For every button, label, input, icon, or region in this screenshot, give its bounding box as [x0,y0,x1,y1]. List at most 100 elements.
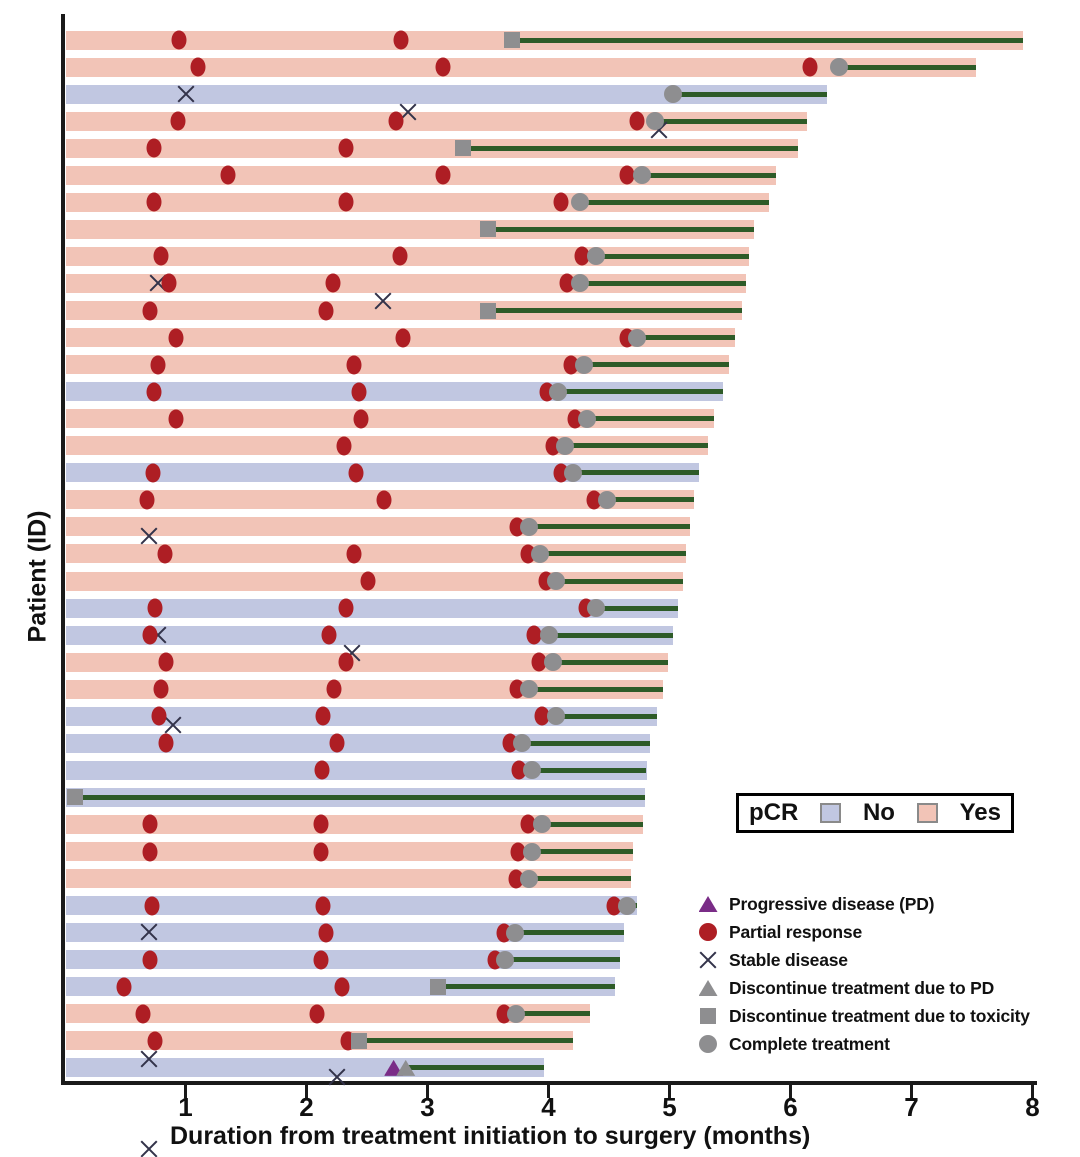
legend-label: Progressive disease (PD) [729,893,935,914]
partial-response-marker [158,733,174,753]
partial-response-marker [142,814,158,834]
x-axis-tick-label: 2 [299,1092,314,1122]
stable-disease-marker [328,1068,346,1086]
complete-treatment-marker [531,544,550,563]
partial-response-marker [336,436,352,456]
gray-square-icon [700,1008,716,1024]
complete-treatment-marker [512,734,531,753]
x-axis-tick [1031,1085,1034,1098]
post-treatment-line [488,308,743,313]
post-treatment-line [462,145,798,151]
partial-response-marker [147,598,163,618]
partial-response-marker [388,111,404,131]
partial-response-marker [534,706,550,726]
post-treatment-line [531,767,647,773]
pcr-legend-title: pCR [749,799,799,826]
post-treatment-line [529,686,664,692]
x-axis-tick-label: 4 [541,1092,556,1122]
complete-treatment-marker [549,382,568,401]
patient-bar [65,192,769,212]
patient-bar [65,84,827,104]
post-treatment-line [358,1038,573,1044]
patient-bar [65,842,634,861]
partial-response-marker [145,463,161,483]
post-treatment-line [636,335,735,341]
partial-response-marker [393,30,409,50]
partial-response-marker [348,463,364,483]
partial-response-marker [606,896,622,916]
partial-response-marker [168,409,184,429]
post-treatment-line [606,497,694,503]
patient-bar [65,409,715,429]
partial-response-marker [510,842,526,861]
y-axis-title: Patient (ID) [23,510,52,643]
post-treatment-line [555,578,683,584]
patient-bar [65,57,976,77]
y-axis-line [61,14,65,1085]
partial-response-marker [318,301,334,320]
x-axis-tick [305,1085,308,1098]
partial-response-marker [190,57,206,77]
partial-response-marker [142,842,158,861]
post-treatment-line [75,794,646,800]
x-axis-tick [184,1085,187,1098]
partial-response-marker [142,625,158,645]
patient-bar [65,301,743,320]
stable-disease-marker [374,292,392,310]
post-treatment-line [654,118,808,124]
complete-treatment-marker [505,923,524,942]
red-circle-icon [699,923,717,941]
partial-response-marker [150,355,166,375]
patient-bar [65,463,699,483]
patient-bar [65,598,678,618]
x-axis-tick-label: 5 [662,1092,677,1122]
partial-response-marker [334,977,350,997]
partial-response-marker [338,192,354,212]
patient-bar [65,706,658,726]
complete-treatment-marker [544,653,563,672]
partial-response-marker [146,192,162,212]
post-treatment-line [438,984,616,990]
post-treatment-line [542,821,643,827]
post-treatment-line [641,172,776,178]
post-treatment-line [555,713,658,719]
partial-response-marker [158,652,174,672]
x-axis-tick [789,1085,792,1098]
patient-bar [65,355,729,375]
post-treatment-line [531,849,634,854]
partial-response-marker [146,138,162,158]
x-cross-icon [699,951,717,969]
post-treatment-line [504,957,620,963]
x-axis-tick [426,1085,429,1098]
discontinue-toxicity-marker [454,140,471,157]
legend-label: Discontinue treatment due to PD [729,977,995,998]
partial-response-marker [151,706,167,726]
partial-response-marker [351,382,367,402]
post-treatment-line [558,389,723,395]
pcr-no-label: No [862,799,895,826]
post-treatment-line [521,740,651,746]
partial-response-marker [315,896,331,916]
partial-response-marker [619,165,635,185]
stable-disease-marker [140,1050,158,1068]
stable-disease-marker [164,716,182,734]
complete-treatment-marker [586,599,605,618]
partial-response-marker [526,625,542,645]
post-treatment-line [838,64,976,70]
partial-response-marker [353,409,369,429]
x-axis-tick [668,1085,671,1098]
complete-treatment-marker [533,815,552,834]
patient-bar [65,652,669,672]
complete-treatment-marker [632,166,651,185]
legend-item-partial-response: Partial response [696,918,1030,946]
patient-bar [65,814,643,834]
legend-item-complete-treatment: Complete treatment [696,1030,1030,1058]
x-axis-tick-label: 3 [420,1092,435,1122]
partial-response-marker [147,1031,163,1051]
complete-treatment-marker [829,58,848,77]
legend-item-stable-disease: Stable disease [696,946,1030,974]
complete-treatment-marker [556,436,575,455]
pcr-legend-box: pCR No Yes [736,793,1014,833]
patient-bar [65,625,674,645]
partial-response-marker [220,165,236,185]
